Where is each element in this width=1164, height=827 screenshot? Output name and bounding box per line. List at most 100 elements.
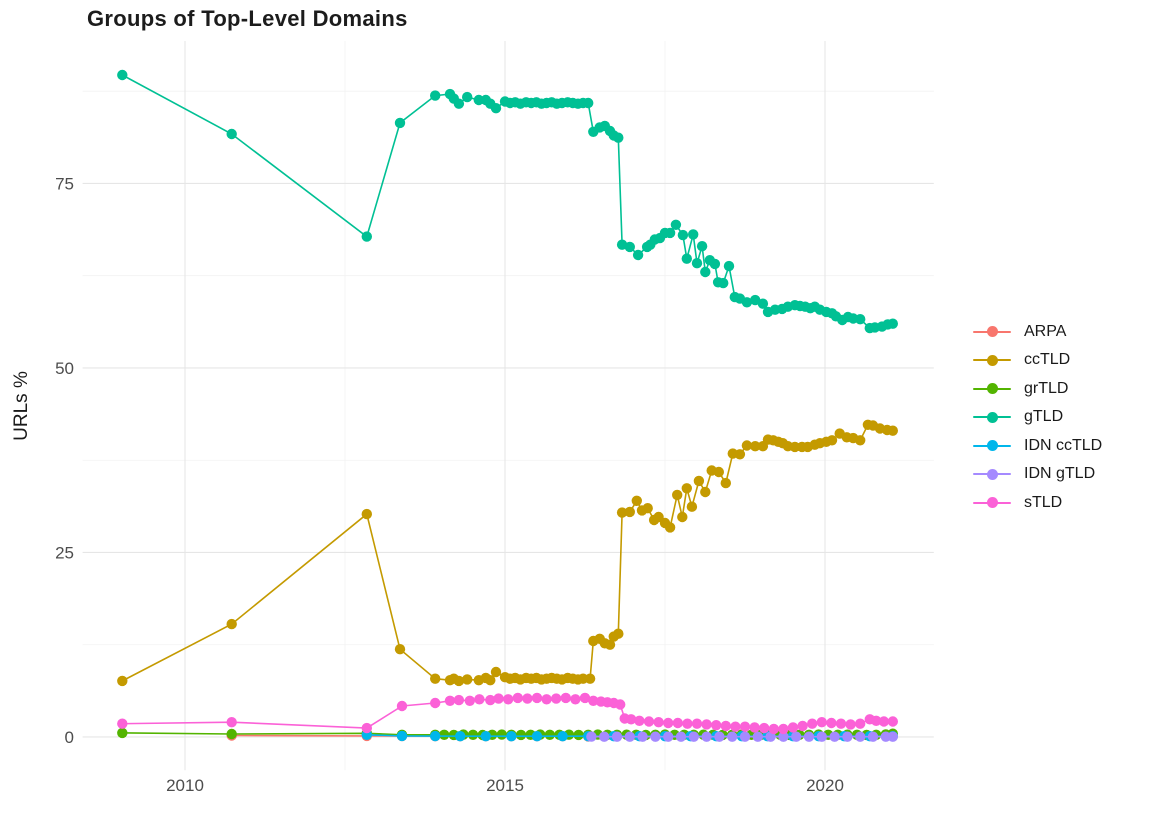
data-point: [117, 718, 128, 729]
data-point: [867, 731, 879, 742]
data-point: [599, 731, 610, 742]
data-point: [117, 69, 128, 81]
chart-title: Groups of Top-Level Domains: [87, 6, 408, 31]
data-point: [496, 729, 507, 740]
data-point: [787, 722, 799, 733]
data-point: [700, 266, 711, 278]
legend-label: grTLD: [1024, 379, 1069, 397]
data-point: [625, 714, 637, 725]
data-point: [739, 731, 751, 742]
data-point: [430, 697, 441, 709]
data-point: [701, 719, 712, 730]
data-point: [506, 731, 517, 742]
data-point: [845, 719, 856, 730]
data-point: [117, 675, 128, 687]
data-point: [396, 730, 408, 742]
data-point: [768, 723, 779, 735]
data-point: [791, 731, 802, 742]
data-point: [720, 477, 731, 489]
data-point: [453, 694, 465, 706]
data-point: [480, 731, 491, 742]
legend-item-stld: sTLD: [973, 494, 1102, 511]
data-point: [650, 731, 661, 742]
legend-swatch: [973, 326, 1011, 338]
data-point: [557, 731, 568, 742]
data-point: [613, 628, 624, 639]
legend-label: gTLD: [1024, 408, 1064, 425]
data-point: [485, 675, 496, 686]
data-point: [611, 731, 623, 742]
data-point: [634, 715, 645, 726]
data-point: [485, 694, 496, 706]
data-point: [531, 731, 543, 742]
legend-label: IDN gTLD: [1024, 465, 1096, 482]
data-point: [749, 722, 760, 733]
x-tick-label: 2015: [486, 776, 524, 795]
data-point: [531, 692, 543, 704]
data-point: [664, 522, 676, 533]
grid-minor: [82, 41, 934, 771]
data-point: [560, 692, 571, 704]
legend-swatch: [973, 383, 1011, 395]
data-point: [663, 717, 674, 729]
data-point: [396, 700, 408, 712]
data-point: [226, 618, 237, 630]
data-point: [430, 673, 441, 684]
data-point: [664, 227, 676, 239]
data-point: [544, 729, 555, 740]
data-point: [616, 507, 628, 518]
data-point: [490, 103, 502, 114]
axis-tick-labels: 0 25 50 75 2010 2015 2020: [55, 174, 844, 795]
y-tick-label: 50: [55, 359, 74, 378]
data-point: [467, 729, 479, 740]
data-point: [515, 729, 527, 741]
data-point: [778, 731, 789, 742]
data-point: [584, 673, 596, 684]
legend-item-grtld: grTLD: [973, 380, 1102, 397]
data-point: [430, 730, 441, 742]
data-point: [663, 731, 674, 742]
data-point: [887, 731, 898, 742]
data-point: [624, 731, 635, 742]
data-point: [691, 718, 703, 729]
legend-label: sTLD: [1024, 493, 1063, 511]
data-point: [624, 506, 635, 518]
legend-swatch: [973, 468, 1011, 480]
data-point: [723, 260, 735, 272]
legend-label: ccTLD: [1024, 351, 1071, 368]
data-point: [675, 731, 687, 742]
data-point: [637, 731, 648, 742]
data-point: [701, 731, 712, 742]
data-point: [570, 694, 581, 705]
data-point: [613, 132, 624, 143]
data-point: [696, 241, 708, 252]
data-point: [750, 441, 761, 452]
data-point: [855, 718, 866, 729]
data-point: [752, 731, 763, 742]
x-tick-label: 2010: [166, 776, 204, 795]
data-point: [887, 425, 898, 436]
data-point: [361, 231, 372, 242]
data-point: [826, 435, 838, 446]
data-point: [835, 718, 847, 729]
data-point: [444, 695, 456, 706]
data-point: [430, 90, 441, 101]
data-point: [713, 466, 724, 478]
data-point: [453, 675, 465, 687]
data-point: [439, 729, 450, 740]
data-point: [226, 717, 237, 728]
data-point: [718, 277, 729, 289]
data-point: [464, 695, 475, 706]
data-point: [653, 717, 664, 728]
data-point: [842, 731, 853, 742]
legend-item-cctld: ccTLD: [973, 351, 1102, 369]
legend-swatch: [973, 411, 1011, 423]
data-point: [688, 229, 699, 240]
data-point: [579, 692, 591, 704]
y-tick-label: 0: [65, 728, 74, 747]
data-point: [541, 694, 552, 705]
data-point: [672, 717, 683, 729]
data-point: [681, 253, 692, 264]
data-point: [727, 731, 738, 742]
data-point: [642, 503, 653, 514]
